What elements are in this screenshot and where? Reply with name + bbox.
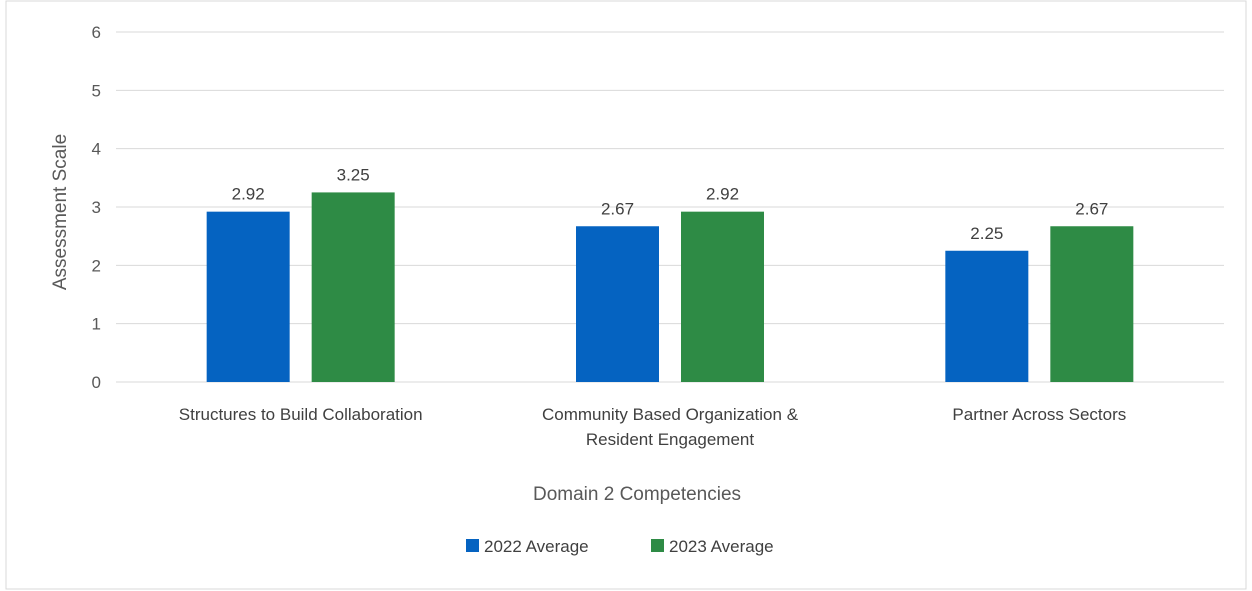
data-labels: 2.92 3.25 2.67 2.92 2.25 2.67 [232, 165, 1109, 242]
bar-2022-average [206, 211, 290, 382]
y-tick-label: 3 [92, 198, 101, 217]
bars [206, 192, 1134, 382]
y-tick-label: 0 [92, 373, 101, 392]
y-tick-label: 5 [92, 81, 101, 100]
legend-label: 2022 Average [484, 537, 589, 556]
y-axis-ticks: 0 1 2 3 4 5 6 [92, 23, 101, 392]
legend-swatch [651, 539, 664, 552]
bar-2022-average [576, 226, 659, 382]
gridlines [116, 31, 1224, 383]
x-category-label: Partner Across Sectors [952, 405, 1126, 424]
y-axis-title: Assessment Scale [50, 134, 71, 290]
bar-2023-average [681, 211, 764, 382]
x-category-label: Community Based Organization & [542, 405, 799, 424]
data-label: 2.25 [970, 224, 1003, 243]
y-tick-label: 6 [92, 23, 101, 42]
bar-2023-average [1050, 226, 1134, 382]
data-label: 3.25 [337, 165, 370, 184]
data-label: 2.67 [1075, 199, 1108, 218]
legend: 2022 Average 2023 Average [466, 537, 774, 556]
legend-label: 2023 Average [669, 537, 774, 556]
data-label: 2.92 [706, 185, 739, 204]
x-category-label: Structures to Build Collaboration [179, 405, 423, 424]
x-category-label: Resident Engagement [586, 430, 755, 449]
y-tick-label: 1 [92, 315, 101, 334]
y-tick-label: 2 [92, 256, 101, 275]
bar-2023-average [311, 192, 395, 382]
data-label: 2.92 [232, 185, 265, 204]
legend-swatch [466, 539, 479, 552]
x-axis-title: Domain 2 Competencies [533, 484, 741, 505]
x-axis-categories: Structures to Build Collaboration Communi… [179, 405, 1126, 449]
data-label: 2.67 [601, 199, 634, 218]
bar-2022-average [945, 250, 1029, 382]
y-tick-label: 4 [92, 140, 101, 159]
